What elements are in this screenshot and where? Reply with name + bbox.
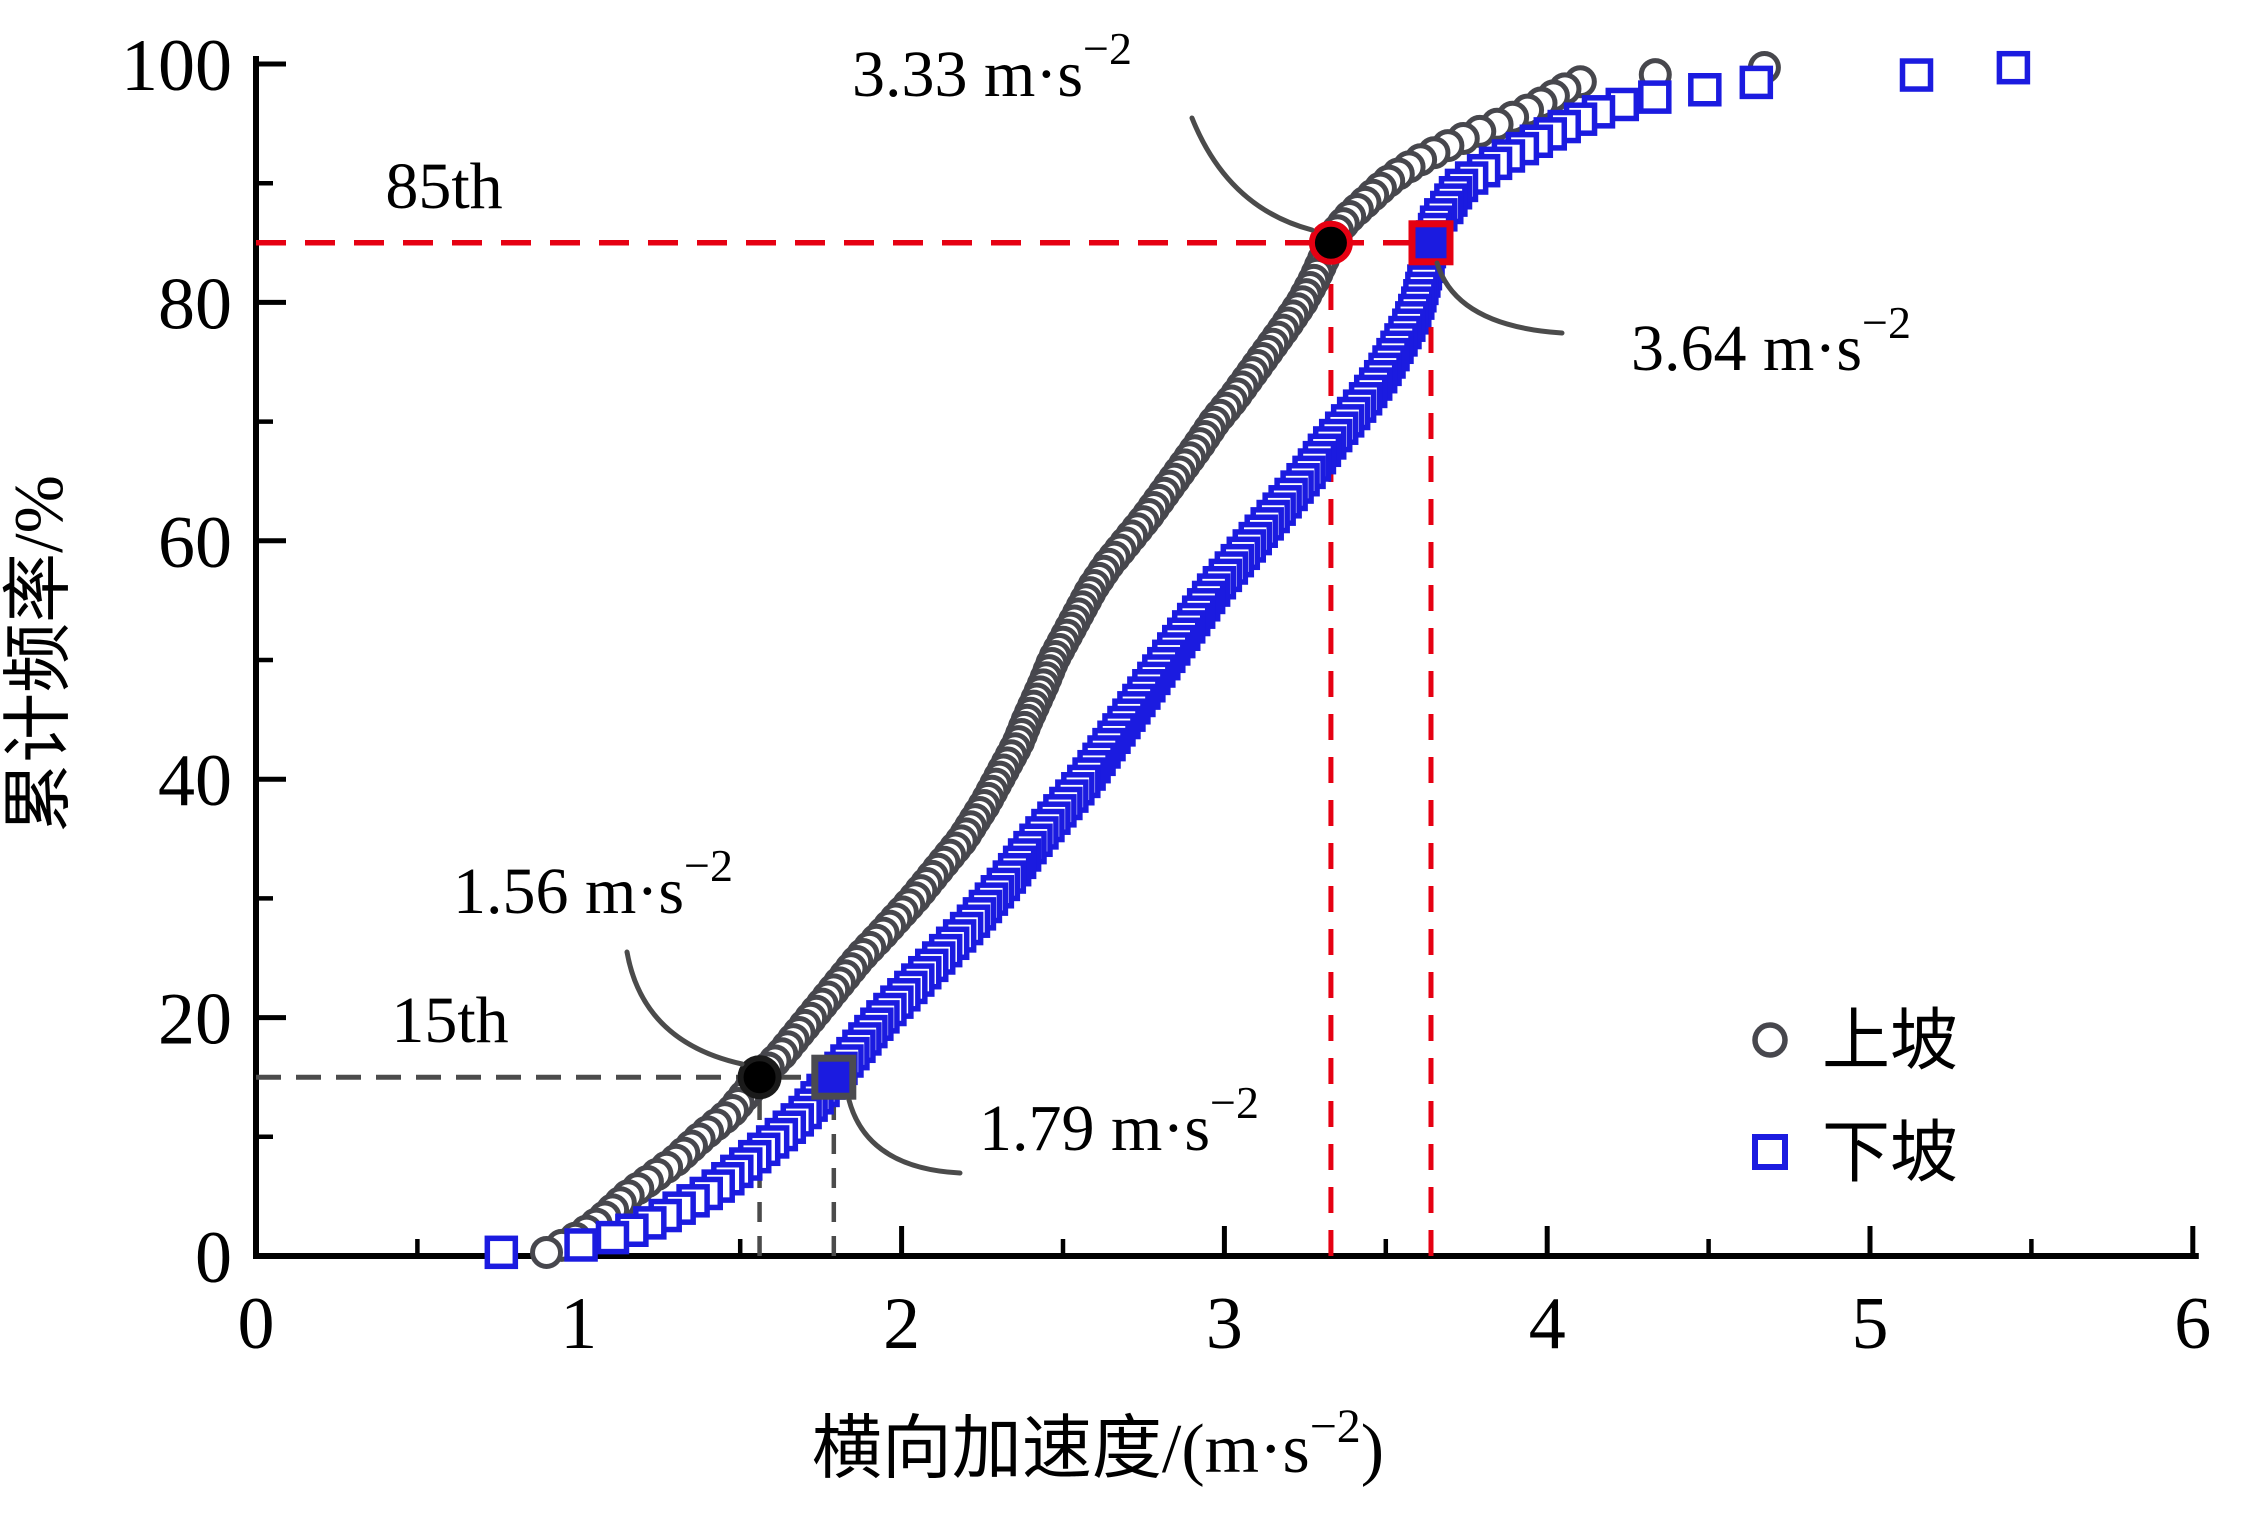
value-333-leader [1189, 115, 1315, 233]
downhill-85th [1408, 220, 1454, 266]
downhill-marker [1739, 65, 1774, 100]
tag-85th-label: 85th [385, 150, 502, 223]
legend-circle-marker [1752, 1022, 1788, 1058]
downhill-marker [595, 1220, 630, 1255]
uphill-85th [1308, 220, 1353, 265]
x-axis-title-sup: −2 [1310, 1400, 1361, 1453]
y-tick-label: 60 [158, 502, 232, 584]
y-axis-title: 累计频率/% [1, 475, 78, 833]
tag-85th-label-main: 85th [385, 150, 502, 223]
value-179-label: 1.79 m·s−2 [979, 1077, 1259, 1165]
value-156-label: 1.56 m·s−2 [453, 840, 733, 928]
value-364-label-main: 3.64 m·s [1631, 312, 1862, 385]
value-156-leader [624, 949, 745, 1067]
x-tick-label: 2 [883, 1283, 920, 1365]
value-179-label-sup: −2 [1210, 1077, 1259, 1128]
legend-square-marker [1752, 1134, 1788, 1170]
downhill-marker [564, 1228, 598, 1262]
downhill-marker [1688, 73, 1722, 107]
y-tick-label: 80 [158, 263, 232, 345]
x-tick-label: 5 [1852, 1283, 1889, 1365]
downhill-marker [1899, 58, 1934, 92]
downhill-marker [484, 1235, 519, 1270]
uphill-15th [737, 1055, 782, 1100]
downhill-marker [1996, 50, 2031, 85]
x-axis-title: 横向加速度/(m·s−2) [812, 1400, 1384, 1488]
value-156-label-main: 1.56 m·s [453, 855, 684, 928]
value-179-leader [846, 1097, 963, 1176]
y-tick-label: 100 [121, 25, 232, 107]
value-333-label-main: 3.33 m·s [852, 38, 1083, 111]
value-364-leader [1434, 260, 1565, 336]
x-tick-label: 3 [1206, 1283, 1243, 1365]
x-tick-label: 0 [238, 1283, 275, 1365]
value-364-label-sup: −2 [1862, 297, 1911, 348]
legend-label-downhill: 下坡 [1822, 1115, 1958, 1191]
value-364-label: 3.64 m·s−2 [1631, 297, 1911, 385]
y-tick-label: 40 [158, 740, 232, 822]
value-333-label: 3.33 m·s−2 [852, 23, 1132, 111]
tag-15th-label-main: 15th [391, 984, 508, 1057]
value-156-label-sup: −2 [684, 840, 733, 891]
value-179-label-main: 1.79 m·s [979, 1092, 1210, 1165]
y-tick-label: 20 [158, 979, 232, 1061]
legend-label-uphill: 上坡 [1822, 1003, 1958, 1079]
x-tick-label: 6 [2174, 1283, 2211, 1365]
y-tick-label: 0 [195, 1217, 232, 1299]
x-axis-title-tail: ) [1361, 1411, 1384, 1488]
x-tick-label: 1 [560, 1283, 597, 1365]
tag-15th-label: 15th [391, 984, 508, 1057]
x-axis-title-main: 横向加速度/(m·s [812, 1411, 1310, 1488]
percentile-points [737, 220, 1454, 1100]
x-tick-label: 4 [1529, 1283, 1566, 1365]
value-333-label-sup: −2 [1083, 23, 1132, 74]
downhill-15th [811, 1054, 857, 1100]
uphill-marker [530, 1235, 564, 1269]
downhill-marker [1638, 80, 1672, 114]
